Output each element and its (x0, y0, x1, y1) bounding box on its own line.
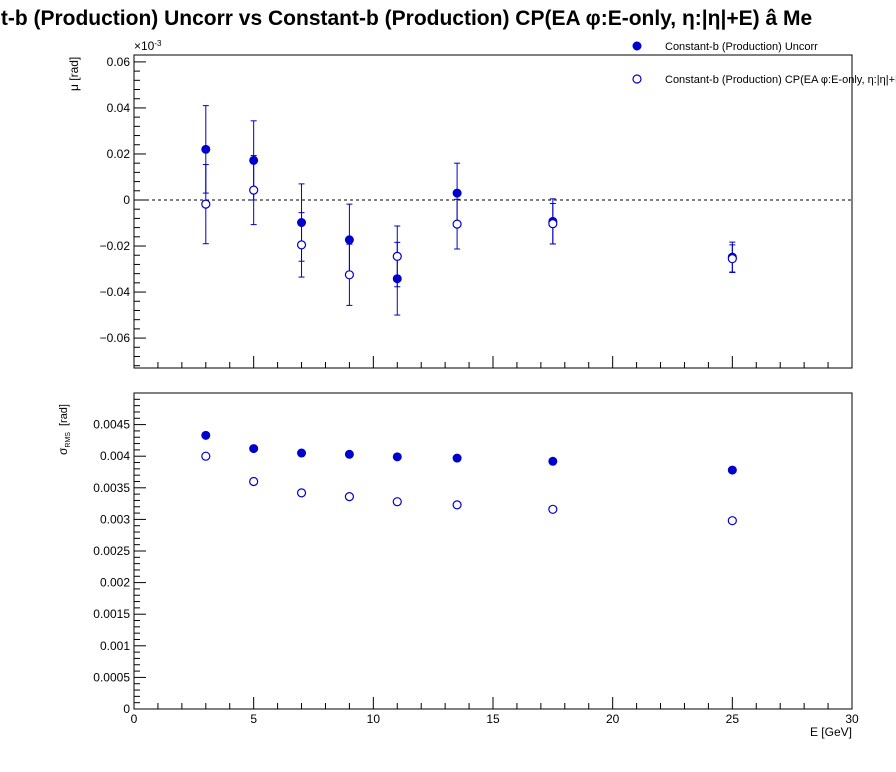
legend-marker-filled (632, 41, 642, 51)
bottom-y-tick-label: 0.003 (100, 512, 130, 526)
top-y-tick-label: −0.04 (100, 285, 131, 299)
bottom-y-tick-label: 0.001 (100, 639, 130, 653)
bottom-y-axis-symbol: σ (56, 447, 70, 455)
legend-item: Constant-b (Production) Uncorr (632, 41, 818, 53)
data-point-open (344, 270, 354, 280)
bottom-x-axis-label: E [GeV] (810, 725, 852, 739)
bottom-x-tick-label: 25 (726, 712, 740, 726)
bottom-y-axis-subscript: RMS (65, 432, 72, 448)
data-point-open (392, 497, 402, 507)
data-point-open (201, 199, 211, 209)
bottom-x-tick-label: 5 (250, 712, 257, 726)
bottom-x-tick-label: 0 (131, 712, 138, 726)
data-point-open (249, 185, 259, 195)
legend: Constant-b (Production) Uncorr Constant-b… (632, 41, 896, 86)
data-point-filled (344, 235, 354, 245)
top-y-axis: 0.06 0.04 0.02 0 −0.02 −0.04 −0.06 (100, 55, 853, 368)
top-series-uncorr (201, 105, 737, 316)
bottom-axes: 0.00450.0040.00350.0030.00250.0020.00150… (93, 398, 859, 726)
bottom-y-axis-label: σRMS [rad] (56, 404, 72, 455)
top-series (201, 105, 737, 316)
top-panel: 0.06 0.04 0.02 0 −0.02 −0.04 −0.06 ×10-3 μ [ra… (67, 39, 853, 369)
data-point-open (452, 500, 462, 510)
top-y-tick-label: 0 (123, 193, 130, 207)
bottom-y-tick-label: 0.002 (100, 576, 130, 590)
top-y-tick-label: 0.04 (107, 101, 131, 115)
data-point-open (548, 504, 558, 514)
legend-label: Constant-b (Production) Uncorr (665, 41, 818, 53)
data-point-filled (727, 465, 737, 475)
legend-label: Constant-b (Production) CP(EA φ:E-only, … (665, 74, 896, 86)
data-point-open (452, 219, 462, 229)
data-point-open (296, 240, 307, 250)
top-y-tick-label: −0.06 (100, 331, 131, 345)
bottom-series-cp (201, 451, 737, 526)
data-point-open (249, 476, 259, 487)
data-point-filled (548, 456, 558, 466)
data-point-filled (452, 453, 462, 463)
chart-title: nt-b (Production) Uncorr vs Constant-b (… (0, 7, 812, 30)
data-point-filled (297, 448, 307, 458)
top-y-axis-label: μ [rad] (67, 57, 81, 91)
bottom-y-tick-label: 0.0015 (93, 607, 130, 621)
bottom-x-tick-label: 10 (367, 712, 381, 726)
data-point-open (344, 492, 354, 502)
data-point-open (727, 516, 737, 526)
data-point-filled (392, 452, 402, 462)
bottom-series (201, 430, 737, 526)
bottom-y-tick-label: 0.0035 (93, 481, 130, 495)
top-plot-frame (133, 54, 853, 369)
data-point-open (296, 488, 307, 498)
data-point-open (392, 251, 402, 261)
data-point-filled (452, 188, 462, 198)
data-point-open (201, 451, 211, 461)
bottom-y-axis-unit: [rad] (58, 404, 70, 426)
bottom-x-tick-label: 20 (606, 712, 620, 726)
top-y-tick-label: 0.06 (107, 55, 131, 69)
top-y-tick-label: 0.02 (107, 147, 131, 161)
bottom-plot-frame (133, 392, 853, 710)
bottom-y-tick-label: 0.004 (100, 449, 130, 463)
top-y-tick-label: −0.02 (100, 239, 131, 253)
top-y-exponent-base: ×10 (134, 39, 155, 53)
top-y-exponent-power: -3 (154, 39, 162, 48)
top-y-exponent: ×10-3 (134, 39, 162, 53)
data-point-open (548, 219, 558, 229)
data-point-filled (201, 430, 211, 440)
bottom-series-uncorr (201, 430, 737, 475)
bottom-y-tick-label: 0 (123, 702, 130, 716)
bottom-panel: 0.00450.0040.00350.0030.00250.0020.00150… (56, 392, 859, 739)
data-point-filled (249, 444, 259, 454)
legend-item: Constant-b (Production) CP(EA φ:E-only, … (632, 74, 896, 86)
top-series-cp (201, 155, 737, 306)
bottom-x-tick-label: 30 (845, 712, 859, 726)
bottom-y-tick-label: 0.0005 (93, 670, 130, 684)
bottom-x-tick-label: 15 (486, 712, 500, 726)
data-point-filled (201, 144, 211, 154)
data-point-filled (344, 449, 354, 459)
data-point-open (727, 254, 737, 264)
legend-marker-open (632, 74, 642, 84)
bottom-y-tick-label: 0.0045 (93, 418, 130, 432)
bottom-y-tick-label: 0.0025 (93, 544, 130, 558)
